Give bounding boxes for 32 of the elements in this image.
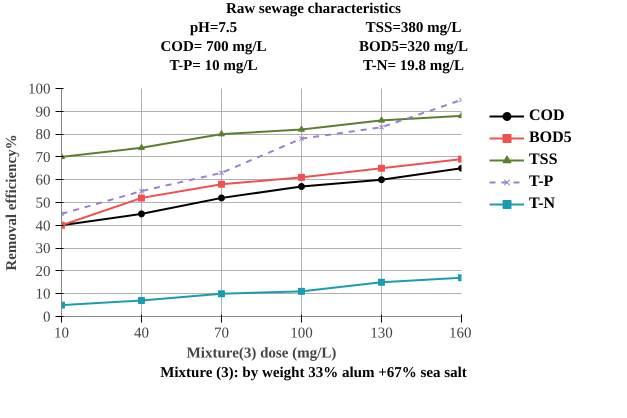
text: T-N= 19.8 mg/L	[362, 57, 465, 76]
text: COD= 700 mg/L	[159, 38, 268, 57]
text: TSS=380 mg/L	[364, 19, 462, 38]
y-tick-label: 80	[36, 127, 50, 144]
y-tick-label: 70	[36, 150, 50, 166]
y-tick-label: 60	[36, 172, 50, 189]
x-axis-title: Mixture(3) dose (mg/L)	[186, 346, 336, 362]
y-axis-title: Removal efficiency%	[4, 134, 20, 271]
text: Mixture (3): by weight 33% alum +67% sea salt	[159, 364, 468, 383]
x-tick-label: 130	[370, 326, 393, 342]
legend-label: TSS	[529, 151, 558, 169]
legend-label: T-N	[529, 195, 556, 213]
y-tick-label: 50	[36, 196, 50, 212]
y-tick-label: 30	[36, 241, 50, 258]
y-tick-label: 20	[36, 264, 50, 280]
text: BOD5=320 mg/L	[358, 38, 469, 57]
legend-label: COD	[529, 107, 565, 125]
x-tick-label: 160	[449, 326, 472, 342]
legend-label: T-P	[529, 173, 554, 191]
y-tick-label: 40	[36, 218, 50, 234]
y-tick-label: 10	[36, 286, 50, 303]
chart-title: Raw sewage characteristics	[225, 0, 402, 19]
x-tick-label: 40	[134, 326, 149, 342]
y-tick-label: 90	[36, 104, 50, 120]
text: T-P= 10 mg/L	[168, 57, 258, 76]
x-tick-label: 10	[54, 326, 69, 342]
text: pH=7.5	[188, 19, 238, 38]
legend-label: BOD5	[529, 129, 572, 147]
y-tick-label: 0	[43, 310, 50, 326]
y-tick-label: 100	[28, 82, 50, 98]
x-tick-label: 70	[214, 326, 229, 342]
x-tick-label: 100	[290, 326, 313, 342]
